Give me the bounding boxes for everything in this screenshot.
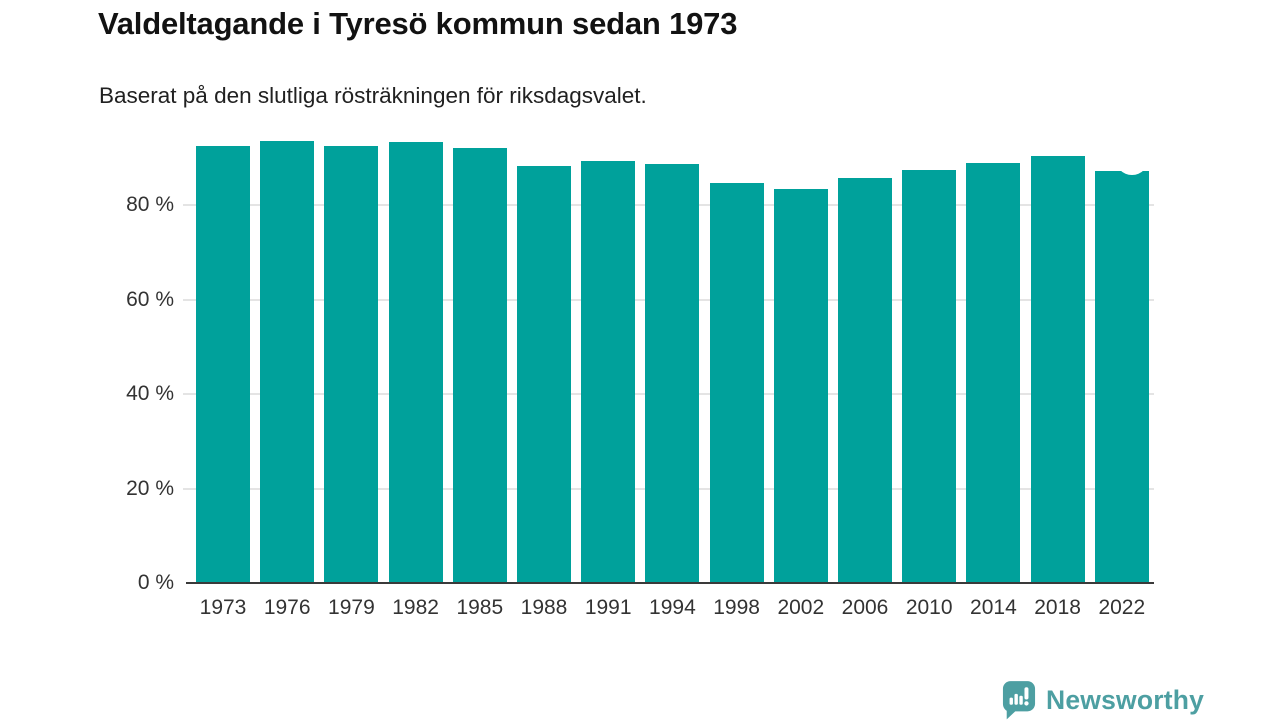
y-tick-label-20: 20 % — [126, 476, 174, 500]
x-tick-label-1994: 1994 — [649, 596, 696, 619]
bar-1976 — [260, 140, 315, 582]
latest-value-dot-marker — [1114, 141, 1149, 176]
x-tick-label-1979: 1979 — [328, 596, 375, 619]
x-tick-label-2002: 2002 — [777, 596, 825, 619]
plot-area — [183, 130, 1154, 584]
x-tick-label-1976: 1976 — [263, 596, 311, 619]
x-tick-label-1982: 1982 — [392, 596, 439, 619]
chart-title: Valdeltagande i Tyresö kommun sedan 1973 — [98, 6, 738, 41]
bar-2014 — [966, 162, 1021, 582]
y-tick-label-40: 40 % — [126, 382, 174, 405]
x-tick-label-1988: 1988 — [520, 596, 568, 619]
x-tick-label-2006: 2006 — [841, 596, 889, 619]
bar-2006 — [838, 178, 892, 582]
x-axis-line — [186, 582, 1154, 584]
bar-1979 — [324, 146, 379, 582]
bar-1994 — [645, 163, 700, 582]
bar-2002 — [773, 189, 828, 582]
x-tick-label-2010: 2010 — [905, 596, 953, 619]
chart-subtitle: Baserat på den slutliga rösträkningen fö… — [99, 83, 647, 108]
bar-2010 — [902, 170, 957, 582]
bar-1973 — [196, 146, 250, 582]
bar-1985 — [452, 147, 507, 582]
brand-name: Newsworthy — [1046, 684, 1205, 715]
bar-2018 — [1030, 155, 1085, 582]
y-tick-label-60: 60 % — [126, 287, 174, 311]
bar-2022 — [1094, 171, 1149, 582]
x-tick-label-1998: 1998 — [713, 596, 760, 619]
x-tick-label-2018: 2018 — [1034, 596, 1081, 619]
brand-footer: Newsworthy — [1002, 680, 1204, 720]
x-tick-label-1991: 1991 — [584, 596, 632, 619]
x-tick-label-2022: 2022 — [1098, 596, 1146, 619]
newsworthy-logo-icon — [1002, 681, 1036, 720]
x-tick-label-1985: 1985 — [456, 596, 504, 619]
bar-1991 — [581, 161, 636, 582]
y-tick-label-80: 80 % — [126, 193, 174, 216]
y-tick-label-0: 0 % — [137, 571, 174, 594]
x-tick-label-1973: 1973 — [199, 596, 247, 619]
bar-1988 — [517, 165, 571, 582]
x-tick-label-2014: 2014 — [970, 596, 1017, 619]
bar-1982 — [388, 142, 443, 582]
bar-1998 — [709, 183, 764, 582]
